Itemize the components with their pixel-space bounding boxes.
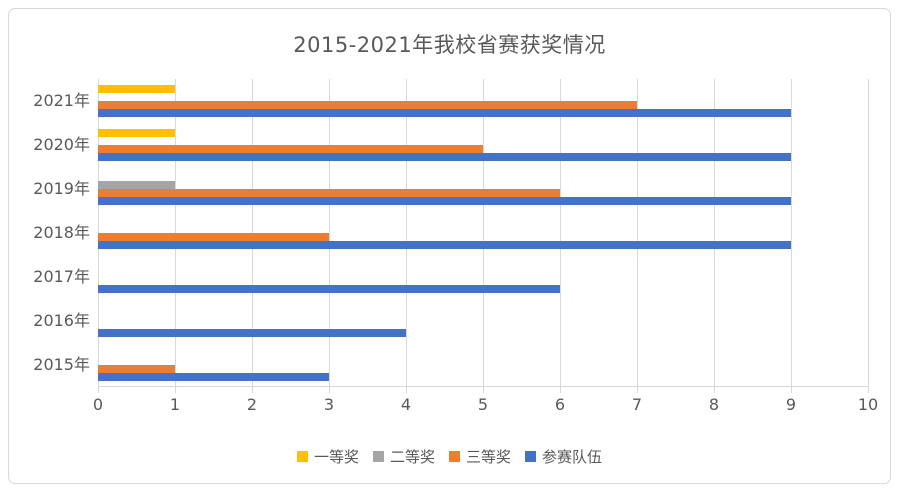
legend-swatch-icon (372, 451, 384, 462)
y-axis-label: 2021年 (33, 91, 90, 110)
x-axis-line (98, 386, 868, 387)
x-axis-label: 4 (400, 395, 412, 414)
legend-label: 参赛队伍 (542, 448, 603, 466)
bar-2019年-二等奖 (98, 181, 175, 189)
x-axis-label: 6 (554, 395, 566, 414)
y-axis-label: 2017年 (33, 267, 90, 286)
x-axis-label: 9 (785, 395, 797, 414)
bar-2021年-三等奖 (98, 101, 637, 109)
legend-label: 三等奖 (466, 448, 512, 466)
legend-item-二等奖: 二等奖 (372, 446, 435, 467)
y-axis-label: 2018年 (33, 223, 90, 242)
gridline (714, 79, 715, 393)
legend-item-一等奖: 一等奖 (296, 446, 359, 467)
bar-2021年-一等奖 (98, 85, 175, 93)
x-axis-label: 0 (92, 395, 104, 414)
legend: 一等奖 二等奖 三等奖 参赛队伍 (9, 446, 890, 467)
y-axis-label: 2020年 (33, 135, 90, 154)
y-axis-label: 2015年 (33, 355, 90, 374)
gridline (868, 79, 869, 393)
x-axis-label: 1 (169, 395, 181, 414)
bar-2018年-参赛队伍 (98, 241, 791, 249)
plot-area: 2021年 2020年 2019年 2018年 2017年 2016年 2015年 0 1 2 3… (33, 79, 878, 414)
x-axis-label: 2 (246, 395, 258, 414)
legend-label: 二等奖 (389, 448, 435, 466)
gridline (406, 79, 407, 393)
chart-title: 2015-2021年我校省赛获奖情况 (293, 33, 606, 57)
bar-2019年-参赛队伍 (98, 197, 791, 205)
y-axis-label: 2019年 (33, 179, 90, 198)
gridline (637, 79, 638, 393)
legend-swatch-icon (449, 451, 460, 462)
bar-2020年-三等奖 (98, 145, 483, 153)
chart-frame: 2015-2021年我校省赛获奖情况 2021年 2020年 2019年 2018年 2… (8, 8, 891, 484)
x-axis-label: 10 (857, 395, 879, 414)
bar-2019年-三等奖 (98, 189, 560, 197)
legend-label: 一等奖 (313, 448, 359, 466)
x-axis-label: 8 (708, 395, 720, 414)
gridline (791, 79, 792, 393)
gridline (483, 79, 484, 393)
gridline (560, 79, 561, 393)
legend-item-参赛队伍: 参赛队伍 (525, 446, 602, 467)
bar-2017年-参赛队伍 (98, 285, 560, 293)
bar-2021年-参赛队伍 (98, 109, 791, 117)
x-axis-label: 3 (323, 395, 335, 414)
legend-item-三等奖: 三等奖 (449, 446, 511, 467)
gridline (329, 79, 330, 393)
legend-swatch-icon (296, 451, 308, 462)
y-axis-label: 2016年 (33, 311, 90, 330)
legend-swatch-icon (525, 451, 537, 462)
bar-2018年-三等奖 (98, 233, 329, 241)
bar-2020年-一等奖 (98, 129, 175, 137)
bar-2015年-三等奖 (98, 365, 175, 373)
x-axis-label: 5 (477, 395, 489, 414)
x-axis-label: 7 (631, 395, 643, 414)
bar-2015年-参赛队伍 (98, 373, 329, 381)
bar-2016年-参赛队伍 (98, 329, 406, 337)
bar-2020年-参赛队伍 (98, 153, 791, 161)
